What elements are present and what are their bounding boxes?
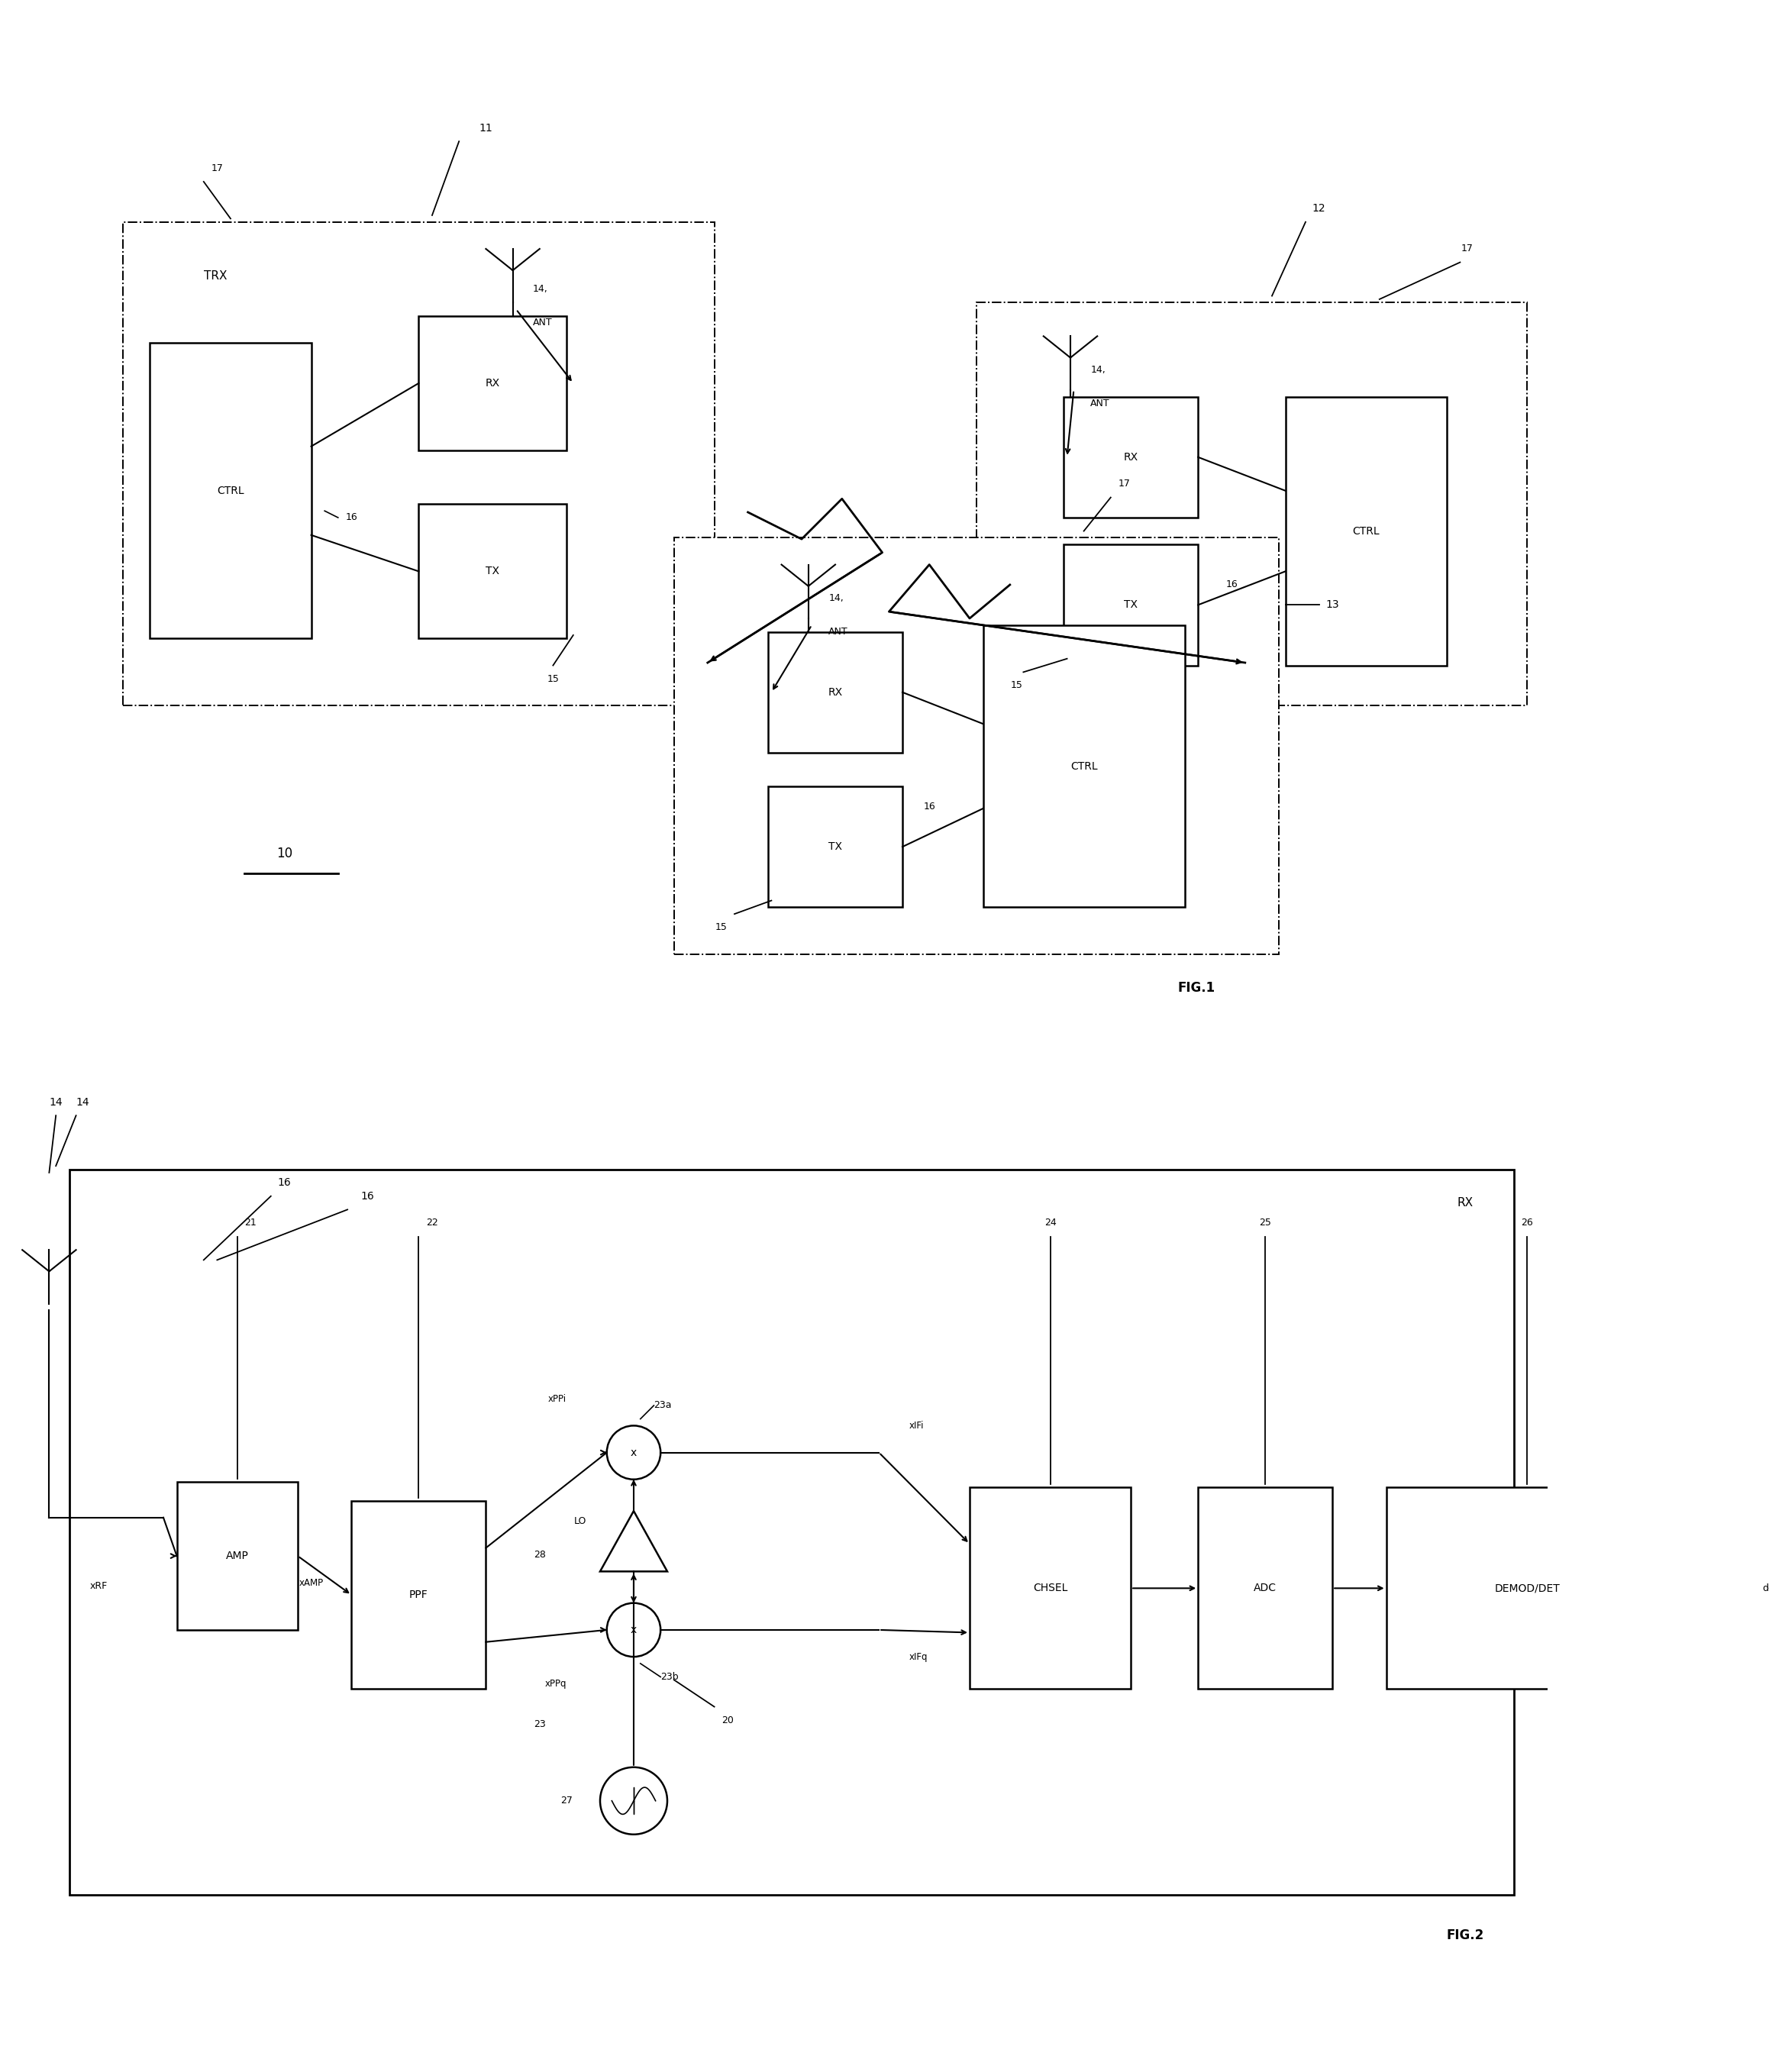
Bar — [976, 303, 1527, 707]
Bar — [768, 787, 902, 908]
Text: 21: 21 — [244, 1218, 257, 1229]
Text: 10: 10 — [276, 847, 292, 860]
Text: TX: TX — [486, 566, 499, 576]
Bar — [1198, 1488, 1332, 1689]
Text: FIG.2: FIG.2 — [1447, 1929, 1484, 1941]
Text: CTRL: CTRL — [1353, 526, 1380, 537]
Text: TX: TX — [828, 841, 842, 852]
Text: FIG.1: FIG.1 — [1178, 980, 1215, 995]
Text: 26: 26 — [1521, 1218, 1534, 1229]
Text: xIFi: xIFi — [909, 1421, 923, 1430]
Text: xRF: xRF — [90, 1581, 108, 1591]
Text: xPPi: xPPi — [548, 1394, 566, 1403]
Text: 12: 12 — [1313, 203, 1325, 213]
Bar — [352, 1500, 486, 1689]
Text: TRX: TRX — [203, 269, 226, 282]
Bar — [150, 1264, 876, 1854]
Bar — [150, 342, 311, 638]
Text: CTRL: CTRL — [1070, 760, 1097, 771]
Bar — [419, 503, 566, 638]
Bar — [984, 626, 1185, 908]
Text: CTRL: CTRL — [218, 485, 244, 495]
Text: 23a: 23a — [655, 1401, 672, 1411]
Text: 14,: 14, — [1090, 365, 1106, 375]
Text: do,d1...: do,d1... — [1762, 1583, 1769, 1593]
Text: 16: 16 — [361, 1191, 375, 1202]
Text: x: x — [630, 1446, 637, 1459]
Text: PPF: PPF — [409, 1589, 428, 1600]
Text: 16: 16 — [345, 512, 357, 522]
Bar — [768, 632, 902, 752]
Bar — [1286, 396, 1447, 665]
Text: 23: 23 — [534, 1720, 545, 1728]
Bar — [1063, 545, 1198, 665]
Text: x: x — [630, 1624, 637, 1635]
Text: 28: 28 — [534, 1550, 545, 1560]
Text: 16: 16 — [278, 1177, 292, 1187]
Text: LO: LO — [573, 1517, 586, 1525]
Text: 13: 13 — [1325, 599, 1339, 611]
Bar — [177, 1481, 297, 1631]
Bar — [1387, 1488, 1668, 1689]
Text: RX: RX — [1458, 1198, 1474, 1208]
Bar — [674, 539, 1279, 955]
Text: 22: 22 — [426, 1218, 439, 1229]
Text: 24: 24 — [1044, 1218, 1056, 1229]
Text: xPPq: xPPq — [545, 1678, 566, 1689]
Text: 17: 17 — [1461, 244, 1474, 253]
Text: 11: 11 — [479, 122, 492, 133]
Text: DEMOD/DET: DEMOD/DET — [1495, 1583, 1560, 1593]
Text: xAMP: xAMP — [299, 1579, 324, 1587]
Bar — [69, 1169, 1514, 1896]
Text: 15: 15 — [1010, 680, 1022, 690]
Text: 14: 14 — [76, 1096, 90, 1106]
Text: 14: 14 — [50, 1096, 62, 1106]
Text: ANT: ANT — [1090, 398, 1111, 408]
Text: 25: 25 — [1260, 1218, 1272, 1229]
Text: ANT: ANT — [828, 628, 847, 636]
Text: CHSEL: CHSEL — [1033, 1583, 1067, 1593]
Text: 15: 15 — [547, 673, 559, 684]
Text: 27: 27 — [561, 1796, 573, 1807]
Text: 23b: 23b — [660, 1672, 679, 1682]
Text: TX: TX — [1123, 599, 1137, 611]
Text: ANT: ANT — [532, 317, 552, 327]
Text: 15: 15 — [715, 922, 727, 932]
Bar — [419, 317, 566, 450]
Text: 17: 17 — [211, 164, 223, 174]
Text: 14,: 14, — [532, 284, 548, 294]
Text: 17: 17 — [1118, 479, 1130, 489]
Text: RX: RX — [1123, 452, 1137, 462]
Bar — [1063, 396, 1198, 518]
Bar — [969, 1488, 1130, 1689]
Text: RX: RX — [485, 377, 501, 390]
Text: RX: RX — [828, 688, 842, 698]
Bar — [124, 222, 715, 707]
Text: 20: 20 — [722, 1716, 734, 1726]
Text: 16: 16 — [923, 802, 936, 812]
Text: ADC: ADC — [1254, 1583, 1277, 1593]
Text: xIFq: xIFq — [909, 1651, 929, 1662]
Text: AMP: AMP — [226, 1550, 249, 1562]
Text: 14,: 14, — [828, 593, 844, 603]
Text: 16: 16 — [1226, 580, 1238, 591]
